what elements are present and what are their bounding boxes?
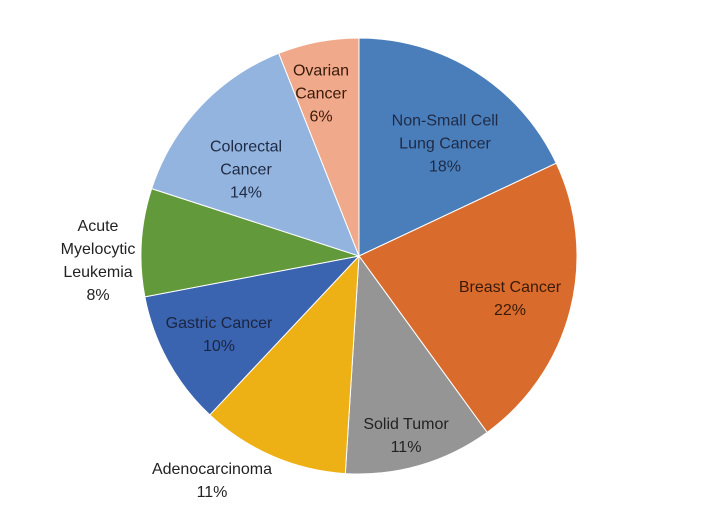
- pie-slice-gastric-cancer: [144, 255, 361, 416]
- slice-label-line: Ovarian: [292, 62, 350, 80]
- slice-label-line: Gastric Cancer: [165, 315, 273, 332]
- slice-label-adenocarcinoma: Adenocarcinoma 11%: [152, 458, 272, 504]
- slice-label-line: Solid Tumor: [363, 416, 449, 433]
- slice-label-line: Acute: [77, 218, 119, 235]
- slice-label-line: Leukemia: [63, 264, 133, 281]
- slice-label-line: Colorectal: [209, 138, 283, 156]
- slice-label-non-small-cell-lung-cancer: Non-Small Cell Lung Cancer 18%: [392, 110, 499, 179]
- pie-slice-acute-myelocytic-leukemia: [140, 188, 360, 298]
- slice-label-solid-tumor: Solid Tumor 11%: [363, 413, 448, 459]
- pie-slice-breast-cancer: [358, 162, 578, 434]
- slice-label-breast-cancer: Breast Cancer 22%: [459, 276, 561, 322]
- slice-percentage: 11%: [390, 439, 422, 456]
- slice-percentage: 18%: [428, 158, 462, 176]
- slice-label-line: Adenocarcinoma: [151, 461, 273, 478]
- slice-percentage: 6%: [309, 108, 333, 126]
- slice-percentage: 22%: [493, 302, 527, 319]
- slice-label-line: Breast Cancer: [458, 279, 562, 296]
- slice-label-acute-myelocytic-leukemia: Acute Myelocytic Leukemia 8%: [61, 215, 136, 307]
- slice-percentage: 11%: [196, 484, 228, 501]
- slice-label-line: Cancer: [220, 161, 272, 179]
- slice-label-gastric-cancer: Gastric Cancer 10%: [166, 312, 273, 358]
- pie-slice-adenocarcinoma: [209, 254, 360, 475]
- slice-label-line: Myelocytic: [60, 241, 136, 258]
- slice-label-line: Cancer: [295, 85, 347, 103]
- slice-label-colorectal-cancer: Colorectal Cancer 14%: [210, 136, 282, 205]
- pie-slice-non-small-cell-lung-cancer: [358, 37, 557, 257]
- slice-label-line: Lung Cancer: [399, 135, 491, 153]
- slice-percentage: 14%: [229, 184, 263, 202]
- pie-slice-ovarian-cancer: [278, 37, 360, 257]
- pie-slice-colorectal-cancer: [151, 52, 360, 257]
- slice-percentage: 10%: [202, 338, 236, 355]
- slice-label-ovarian-cancer: Ovarian Cancer 6%: [293, 60, 349, 129]
- slice-percentage: 8%: [86, 287, 110, 304]
- pie-slice-solid-tumor: [344, 254, 488, 475]
- slice-label-line: Non-Small Cell: [391, 112, 499, 130]
